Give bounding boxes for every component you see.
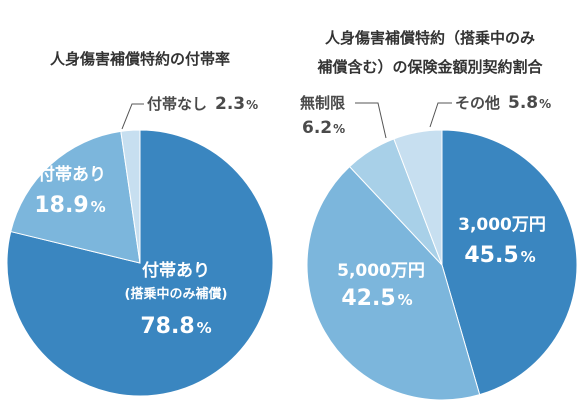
chart-left-slices (6, 129, 274, 397)
chart-right-label-0: 3,000万円 45.5% (458, 215, 546, 268)
pie-1-slice-0 (441, 129, 578, 396)
slice-label: 付帯あり (38, 164, 106, 185)
svg-text:45.5%: 45.5% (464, 243, 535, 268)
slice-label: 付帯あり (142, 260, 210, 281)
slice-value: 5.8 (508, 93, 538, 113)
chart-left: 人身傷害補償特約の付帯率 付帯あり (搭乗中のみ補償) 78.8% 付帯あり 1… (6, 50, 274, 397)
chart-left-label-2: 付帯なし 2.3% (121, 94, 258, 130)
leader-line (429, 102, 452, 128)
slice-value: 45.5 (464, 243, 518, 268)
chart-right: 人身傷害補償特約（搭乗中のみ 補償含む）の保険金額別契約割合 3,000万円 4… (300, 29, 578, 401)
leader-line (355, 102, 387, 139)
slice-sublabel: (搭乗中のみ補償) (125, 286, 228, 302)
pie-1-slice-1 (306, 165, 481, 401)
leader-line (121, 103, 144, 130)
pie-0-slice-1 (10, 130, 141, 264)
slice-label: 無制限 (300, 94, 345, 112)
svg-text:42.5%: 42.5% (341, 286, 412, 311)
chart-right-title-line-2: 補償含む）の保険金額別契約割合 (316, 58, 543, 76)
slice-label: その他 (455, 94, 500, 112)
slice-value: 78.8 (140, 314, 194, 339)
pie-1-slice-3 (393, 129, 443, 266)
chart-right-label-2: 無制限 6.2% (300, 94, 387, 139)
slice-label: 3,000万円 (458, 215, 546, 235)
pie-0-slice-2 (120, 129, 141, 264)
slice-label: 5,000万円 (337, 261, 425, 281)
slice-unit: % (246, 98, 258, 112)
svg-text:78.8%: 78.8% (140, 314, 211, 339)
slice-unit: % (521, 248, 536, 266)
chart-right-label-3: その他 5.8% (429, 93, 551, 128)
slice-unit: % (333, 122, 345, 136)
chart-left-label-1: 付帯あり 18.9% (34, 164, 106, 218)
slice-value: 42.5 (341, 286, 395, 311)
slice-unit: % (398, 291, 413, 309)
slice-unit: % (539, 97, 551, 111)
chart-left-label-0: 付帯あり (搭乗中のみ補償) 78.8% (125, 260, 228, 339)
chart-right-slices (306, 129, 578, 401)
slice-value: 18.9 (34, 193, 88, 218)
slice-value: 6.2 (302, 118, 332, 138)
svg-text:6.2%: 6.2% (302, 118, 345, 138)
chart-right-label-1: 5,000万円 42.5% (337, 261, 425, 311)
slice-unit: % (91, 198, 106, 216)
chart-left-title: 人身傷害補償特約の付帯率 (50, 50, 230, 68)
slice-label: 付帯なし (147, 95, 207, 113)
slice-value: 2.3 (215, 94, 245, 114)
chart-right-title-line-1: 人身傷害補償特約（搭乗中のみ (325, 29, 535, 47)
slice-unit: % (197, 319, 212, 337)
svg-text:18.9%: 18.9% (34, 193, 105, 218)
